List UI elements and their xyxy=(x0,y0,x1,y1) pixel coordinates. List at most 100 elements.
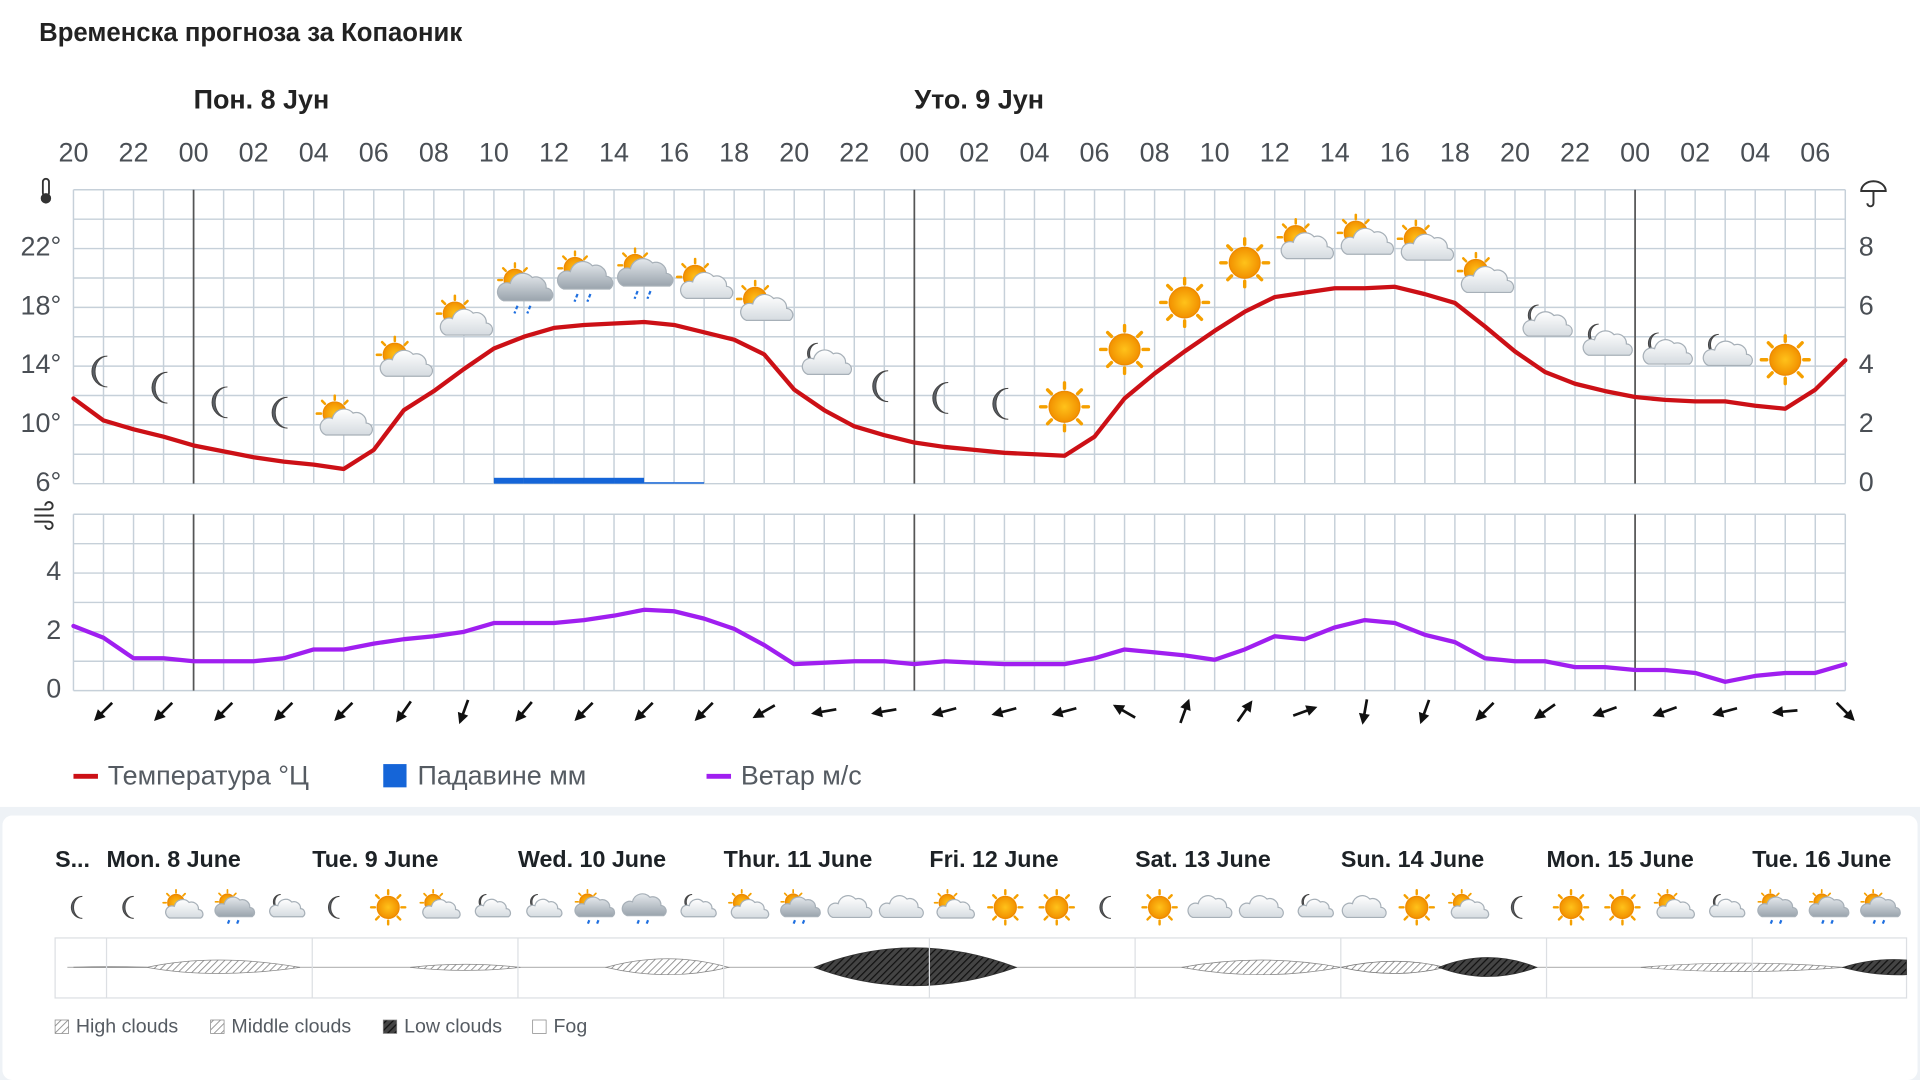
y2-tick-label: 0 xyxy=(1859,467,1874,497)
wind-arrow xyxy=(515,701,533,722)
cloud xyxy=(496,272,554,302)
sun-ray xyxy=(1579,894,1585,900)
weather-icon xyxy=(369,889,407,926)
rain-drop xyxy=(1820,919,1825,927)
cloud xyxy=(1450,898,1490,919)
cloud xyxy=(936,898,975,919)
wind-arrow xyxy=(931,706,957,718)
cloud xyxy=(740,293,794,321)
sun-ray xyxy=(1579,915,1585,921)
sun-ray xyxy=(1013,894,1019,900)
sun-ray xyxy=(1196,283,1204,292)
cloud-shape xyxy=(410,963,521,971)
legend-label: Middle clouds xyxy=(231,1016,351,1038)
weather-icon xyxy=(328,895,340,919)
sun-ray xyxy=(1451,892,1456,897)
wind-arrow xyxy=(1112,704,1136,719)
x-tick-label: 06 xyxy=(359,137,389,167)
cloud xyxy=(379,349,434,377)
x-tick-label: 22 xyxy=(1560,137,1590,167)
weather-icon xyxy=(1522,304,1573,337)
cloud xyxy=(574,896,616,918)
wind-arrow-head xyxy=(1592,707,1605,718)
cloud xyxy=(422,898,461,919)
weather-icon xyxy=(801,342,853,375)
sun xyxy=(376,895,400,919)
sun xyxy=(1045,895,1069,919)
wind-arrow xyxy=(396,700,412,723)
x-tick-label: 10 xyxy=(479,137,509,167)
x-tick-label: 20 xyxy=(58,137,88,167)
sun-ray xyxy=(1766,341,1774,349)
sun-ray xyxy=(1461,257,1468,263)
precip-bar xyxy=(674,482,705,484)
cloud-shape xyxy=(1437,957,1538,977)
precip-bar xyxy=(523,477,554,484)
x-tick-label: 10 xyxy=(1200,137,1230,167)
weather-icon xyxy=(1448,889,1490,919)
sun-ray xyxy=(582,255,589,261)
cloud xyxy=(1280,232,1335,260)
wind-arrow xyxy=(334,701,354,721)
y-tick-label: 10° xyxy=(21,408,62,438)
sun-ray xyxy=(1557,894,1563,900)
rain-drop xyxy=(633,290,639,300)
cloud xyxy=(801,349,853,375)
weather-icon xyxy=(474,894,512,918)
wind-arrow xyxy=(457,699,470,725)
wind-arrow-head xyxy=(1241,700,1253,713)
moon xyxy=(932,382,949,414)
moon xyxy=(211,386,228,419)
sun-ray xyxy=(1341,218,1348,225)
y-tick-label: 6° xyxy=(35,467,61,497)
sun-ray xyxy=(622,252,628,258)
wind-icon xyxy=(34,501,54,530)
cloud xyxy=(1297,898,1334,918)
weather-icon xyxy=(987,889,1024,926)
wind-arrow-head xyxy=(515,709,527,722)
sun-ray xyxy=(1796,341,1804,349)
x-tick-label: 14 xyxy=(1320,137,1350,167)
sun-ray xyxy=(992,894,998,900)
sun-ray xyxy=(320,399,327,406)
cloud-shape xyxy=(1841,959,1907,976)
sun-ray xyxy=(1424,894,1431,900)
rain-drop xyxy=(1768,919,1774,927)
rain-drop xyxy=(635,919,640,927)
wind-arrow-head xyxy=(1652,707,1665,718)
sun-ray xyxy=(1609,915,1615,921)
rain-drop xyxy=(586,293,592,303)
weather-icon xyxy=(1396,219,1455,261)
sun-ray xyxy=(1166,313,1174,322)
sun-ray xyxy=(1761,892,1765,897)
sun-ray xyxy=(1196,313,1204,322)
day-label: Уто. 9 Јун xyxy=(914,85,1044,115)
weather-icon xyxy=(878,895,924,919)
weather-icon xyxy=(1642,332,1693,365)
sun-ray xyxy=(578,892,582,897)
weather-icon xyxy=(162,889,204,919)
sun xyxy=(1168,286,1201,319)
rain-drop xyxy=(513,305,519,314)
sun-ray xyxy=(1075,418,1084,426)
weather-icon xyxy=(1341,895,1387,919)
forecast-day: Sat. 13 June xyxy=(1135,846,1271,872)
cloud xyxy=(526,898,563,918)
y2-tick-label: 8 xyxy=(1859,232,1874,262)
y-tick-label: 14° xyxy=(21,349,62,379)
legend-swatch xyxy=(54,1019,69,1034)
cloud xyxy=(680,271,734,299)
legend-swatch xyxy=(382,1019,398,1034)
moon xyxy=(872,370,889,403)
sun-ray xyxy=(1226,244,1234,252)
weather-icon xyxy=(1456,251,1515,294)
sun-ray xyxy=(1424,915,1431,921)
sun-ray xyxy=(1467,892,1472,897)
forecast-day: Wed. 10 June xyxy=(518,846,666,872)
wind-arrow xyxy=(1592,705,1618,718)
sun-ray xyxy=(1776,892,1780,897)
wind-arrow-head xyxy=(1475,709,1488,721)
x-tick-label: 00 xyxy=(899,137,929,167)
wind-arrow-head xyxy=(634,709,647,721)
sun-ray xyxy=(703,262,710,269)
